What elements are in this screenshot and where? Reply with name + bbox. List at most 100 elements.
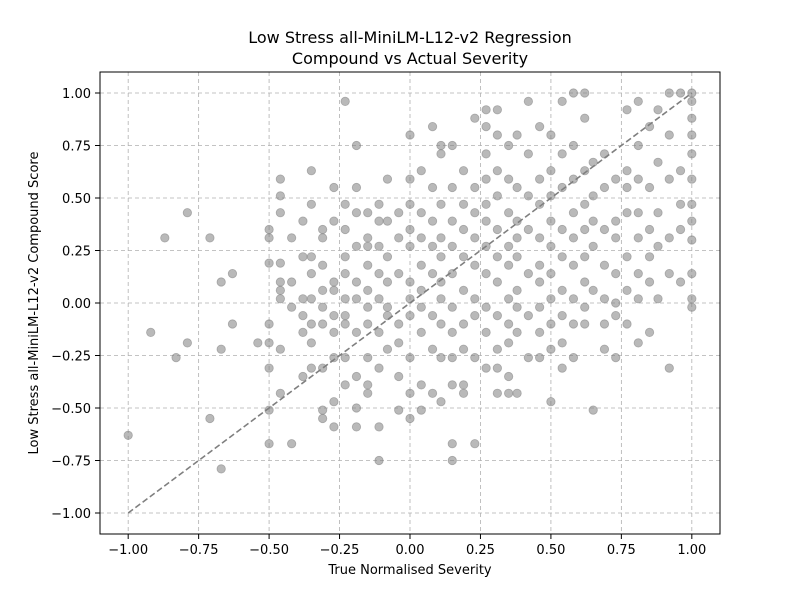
scatter-point <box>664 174 674 184</box>
scatter-point <box>546 397 556 407</box>
scatter-point <box>447 455 457 466</box>
scatter-point <box>405 174 415 184</box>
scatter-point <box>318 285 328 295</box>
scatter-point <box>504 338 514 348</box>
scatter-point <box>481 363 491 373</box>
scatter-point <box>546 294 556 304</box>
scatter-point <box>405 199 415 209</box>
scatter-point <box>512 130 522 140</box>
scatter-point <box>306 294 316 304</box>
scatter-point <box>382 277 393 287</box>
scatter-point <box>394 208 404 218</box>
scatter-point <box>622 105 632 115</box>
scatter-point <box>611 268 621 279</box>
x-tick-label: 0.75 <box>607 543 636 558</box>
scatter-point <box>340 352 350 363</box>
scatter-point <box>481 122 491 132</box>
scatter-point <box>447 182 457 193</box>
scatter-point <box>557 224 567 235</box>
scatter-point <box>546 216 556 226</box>
scatter-point <box>287 233 297 243</box>
scatter-point <box>427 182 438 193</box>
scatter-point <box>405 224 415 235</box>
scatter-point <box>216 344 226 354</box>
scatter-point <box>416 233 426 243</box>
scatter-point <box>374 327 384 337</box>
scatter-point <box>535 352 545 363</box>
scatter-point <box>405 352 415 363</box>
scatter-point <box>458 199 469 209</box>
scatter-point <box>363 241 373 251</box>
scatter-point <box>447 352 457 363</box>
scatter-point <box>427 216 438 226</box>
scatter-point <box>458 166 469 176</box>
x-tick-label: 0.50 <box>536 543 565 558</box>
scatter-point <box>588 216 598 226</box>
scatter-point <box>287 277 297 287</box>
scatter-point <box>535 260 545 270</box>
scatter-point <box>492 388 502 398</box>
scatter-point <box>329 422 339 432</box>
scatter-point <box>557 363 567 373</box>
scatter-point <box>568 174 579 184</box>
scatter-point <box>512 182 522 193</box>
scatter-point <box>306 319 316 329</box>
scatter-point <box>416 285 426 295</box>
scatter-point <box>470 310 480 321</box>
scatter-point <box>382 344 393 354</box>
scatter-point <box>512 216 522 226</box>
scatter-point <box>436 352 446 363</box>
scatter-point <box>427 344 438 354</box>
scatter-point <box>523 352 533 363</box>
scatter-point <box>492 252 502 262</box>
x-tick-label: −1.00 <box>108 543 148 558</box>
scatter-point <box>447 140 457 151</box>
scatter-point <box>363 319 373 329</box>
scatter-point <box>568 233 579 243</box>
scatter-point <box>470 113 480 123</box>
scatter-point <box>363 285 373 295</box>
scatter-point <box>264 233 274 243</box>
scatter-point <box>599 319 610 329</box>
scatter-point <box>394 371 404 382</box>
scatter-point <box>275 344 285 354</box>
scatter-point <box>436 319 446 329</box>
scatter-point <box>329 327 339 337</box>
scatter-point <box>405 241 415 251</box>
scatter-point <box>275 208 285 218</box>
scatter-point <box>363 380 373 390</box>
scatter-point <box>458 285 469 295</box>
scatter-point <box>374 422 384 432</box>
scatter-point <box>557 252 567 262</box>
scatter-point <box>546 344 556 354</box>
scatter-point <box>205 233 215 243</box>
scatter-point <box>492 130 502 140</box>
axis-ticks: −1.00 −0.75 −0.50 −0.25 0.00 0.25 0.50 0.75 1.00… <box>51 87 706 558</box>
scatter-point <box>470 439 480 449</box>
scatter-point <box>363 302 373 312</box>
scatter-point <box>405 294 415 304</box>
scatter-point <box>504 371 514 382</box>
scatter-point <box>436 294 446 304</box>
scatter-point <box>405 310 415 321</box>
scatter-point <box>599 224 610 235</box>
scatter-point <box>580 166 590 176</box>
scatter-point <box>599 149 610 159</box>
scatter-point <box>436 199 446 209</box>
scatter-point <box>664 233 674 243</box>
scatter-point <box>363 352 373 363</box>
y-axis-label: Low Stress all-MiniLM-L12-v2 Compound Sc… <box>27 152 42 455</box>
scatter-point <box>470 352 480 363</box>
scatter-point <box>447 241 457 251</box>
scatter-point <box>427 310 438 321</box>
scatter-point <box>306 252 316 262</box>
scatter-point <box>275 277 285 287</box>
scatter-point <box>447 380 457 390</box>
scatter-point <box>447 439 457 449</box>
y-tick-label: −1.00 <box>51 507 91 522</box>
scatter-point <box>382 174 393 184</box>
scatter-point <box>580 199 590 209</box>
scatter-point <box>298 252 308 262</box>
scatter-point <box>264 439 274 449</box>
